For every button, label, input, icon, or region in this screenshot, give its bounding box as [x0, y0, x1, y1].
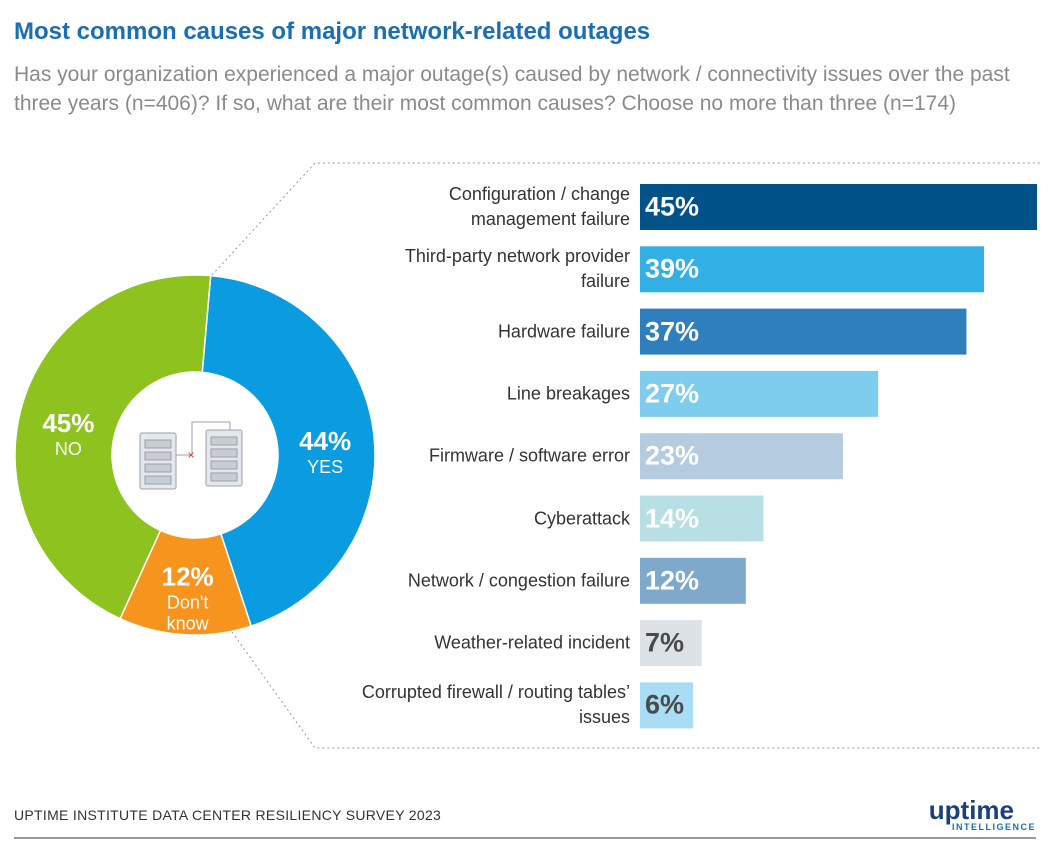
connector	[231, 631, 1040, 749]
bar-category: Hardware failure	[497, 321, 630, 342]
source: UPTIME INSTITUTE DATA CENTER RESILIENCY …	[14, 807, 442, 823]
donut-slice	[201, 274, 376, 627]
bar	[640, 184, 1037, 230]
logo-tagline: INTELLIGENCE	[951, 822, 1036, 832]
slice-label: 45% NO	[23, 408, 113, 460]
bar-category: Weather-related incident	[434, 632, 630, 653]
slice-value: 12%	[161, 561, 214, 592]
svg-text:×: ×	[187, 448, 194, 462]
slice-name: YES	[307, 456, 344, 477]
connector	[211, 162, 1040, 276]
slice-label: 44% YES	[280, 426, 370, 478]
bar-value-label: 23%	[645, 440, 700, 471]
logo: uptime	[928, 795, 1014, 825]
bar-value-label: 6%	[645, 689, 685, 720]
bar-value-label: 7%	[645, 627, 685, 658]
bar-value-label: 39%	[645, 253, 700, 284]
subtitle: Has your organization experienced a majo…	[14, 63, 1010, 115]
title: Most common causes of major network-rela…	[14, 18, 651, 45]
bar-category: Cyberattack	[533, 508, 630, 528]
slice-value: 45%	[42, 407, 95, 438]
slice-name: NO	[54, 438, 82, 459]
bar-category: Firmware / software error	[428, 445, 630, 466]
bar	[640, 495, 764, 542]
bar-category: Configuration / change management failur…	[448, 184, 630, 229]
bar-value-label: 14%	[645, 503, 700, 533]
donut	[14, 274, 376, 636]
bar-value-label: 37%	[645, 316, 700, 347]
bar-category: Network / congestion failure	[407, 570, 630, 591]
slice-name: Don't know	[166, 592, 209, 634]
slice-value: 44%	[299, 425, 352, 456]
bar	[640, 308, 967, 355]
bar-category: Third-party network provider failure	[404, 246, 630, 292]
bar	[640, 246, 985, 293]
donut-slice	[14, 274, 212, 620]
bar	[640, 682, 693, 729]
bar	[640, 433, 843, 480]
bar-value-label: 27%	[645, 378, 700, 409]
server-icon: ×	[139, 421, 243, 490]
bar-category: Corrupted firewall / routing tables’ iss…	[361, 682, 630, 728]
bar-value-label: 12%	[645, 565, 700, 596]
bar	[640, 370, 879, 417]
bar-category: Line breakages	[506, 383, 630, 404]
bar	[640, 620, 702, 667]
slice-label: 12% Don't know	[143, 561, 233, 634]
bar-value-label: 45%	[645, 191, 700, 222]
bars	[640, 184, 1037, 729]
bar	[640, 557, 746, 604]
